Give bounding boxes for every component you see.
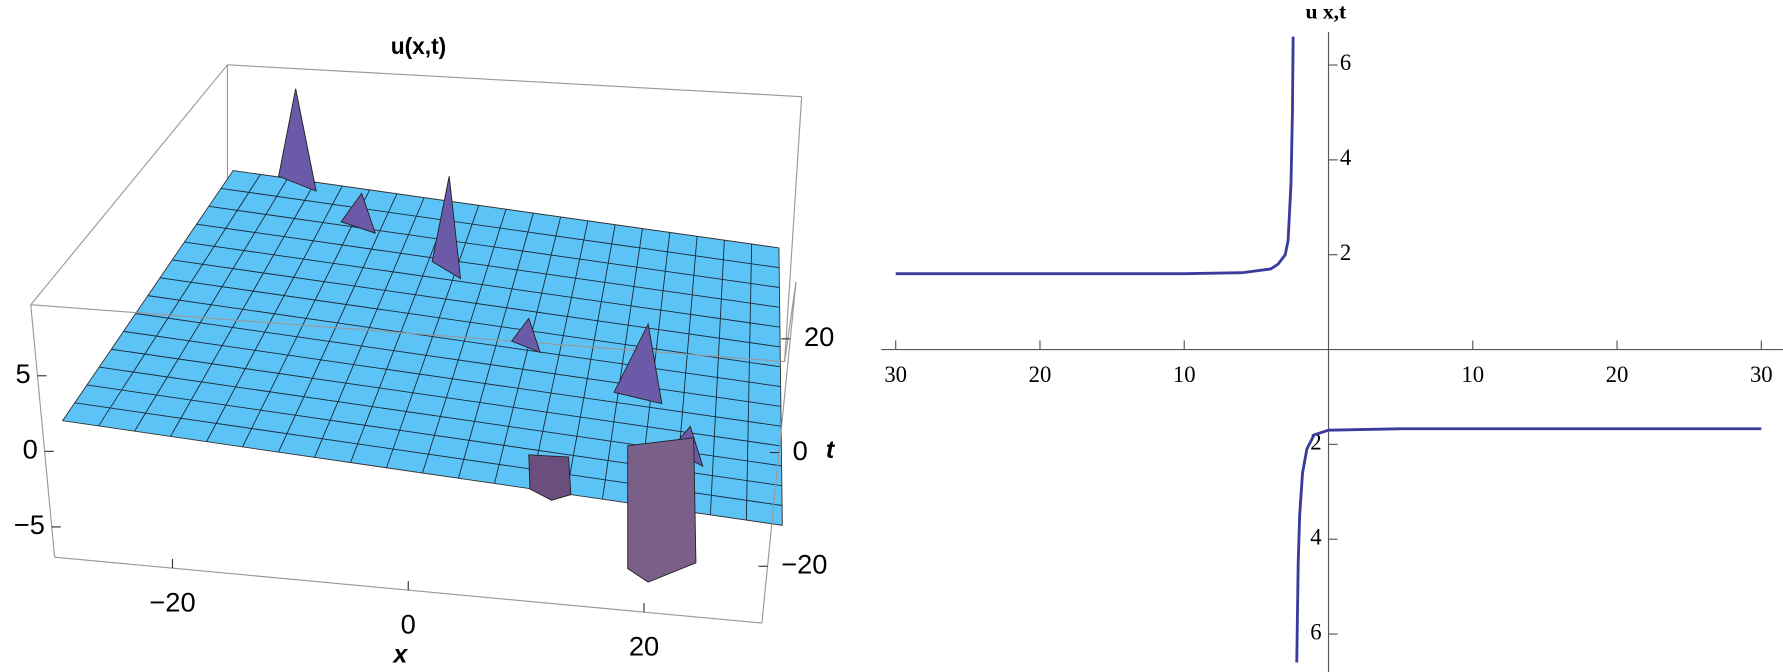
box-edge [30,64,228,306]
box-edge [784,96,803,362]
x-axis-label: x [391,641,408,669]
z-tick-label: 5 [15,358,30,389]
line-series [895,36,1762,663]
mesh-line [111,348,782,447]
x-tick-label: 20 [1606,362,1629,387]
y-tick-label: 2 [1340,240,1351,265]
pit [528,454,572,501]
t-tick-label: 0 [793,435,808,466]
x-tick-label: 30 [884,362,907,387]
spike [340,192,377,234]
y-axis-label: u x,t [1305,0,1347,24]
surface-plot: u(x,t) x t −20 0 20 −20 0 20 −5 0 5 [14,33,836,669]
mesh-line [220,187,780,269]
y-tick-label: 2 [1310,430,1321,455]
mesh-line [147,295,781,388]
mesh-line [135,313,781,407]
mesh-line [172,259,781,348]
box-edge [784,281,797,362]
spike [613,322,663,405]
mesh-line [123,330,782,427]
spike [278,88,317,192]
y-tick-label: 4 [1340,145,1352,170]
t-tick-label: −20 [781,548,827,579]
chart-title: u(x,t) [391,33,447,59]
y-tick-label: 4 [1310,524,1322,549]
spike [511,317,541,354]
x-tick-label: 20 [1029,362,1052,387]
x-tick-label: 30 [1750,362,1773,387]
y-tick-label: 6 [1340,50,1351,75]
x-tick-label: 10 [1461,362,1484,387]
mesh-line [196,223,780,308]
x-tick-label: 10 [1173,362,1196,387]
surface [61,170,783,526]
mesh-line [159,277,781,368]
mesh-line [208,205,780,288]
t-axis-label: t [826,436,836,464]
z-tick-label: −5 [14,509,45,540]
x-tick-label: 0 [401,609,416,640]
x-tick-label: 20 [629,631,659,662]
box-edge [227,64,802,98]
box-edge [30,304,56,558]
mesh-line [184,241,780,328]
z-tick-label: 0 [23,434,38,465]
box-edge [30,304,785,363]
spike [431,176,462,280]
line-plot: u x,t 30 20 10 10 20 30 6 4 2 2 4 6 [881,0,1783,672]
y-tick-label: 6 [1310,619,1321,644]
pit [627,437,697,583]
x-tick-label: −20 [149,587,195,618]
t-tick-label: 20 [804,321,834,352]
